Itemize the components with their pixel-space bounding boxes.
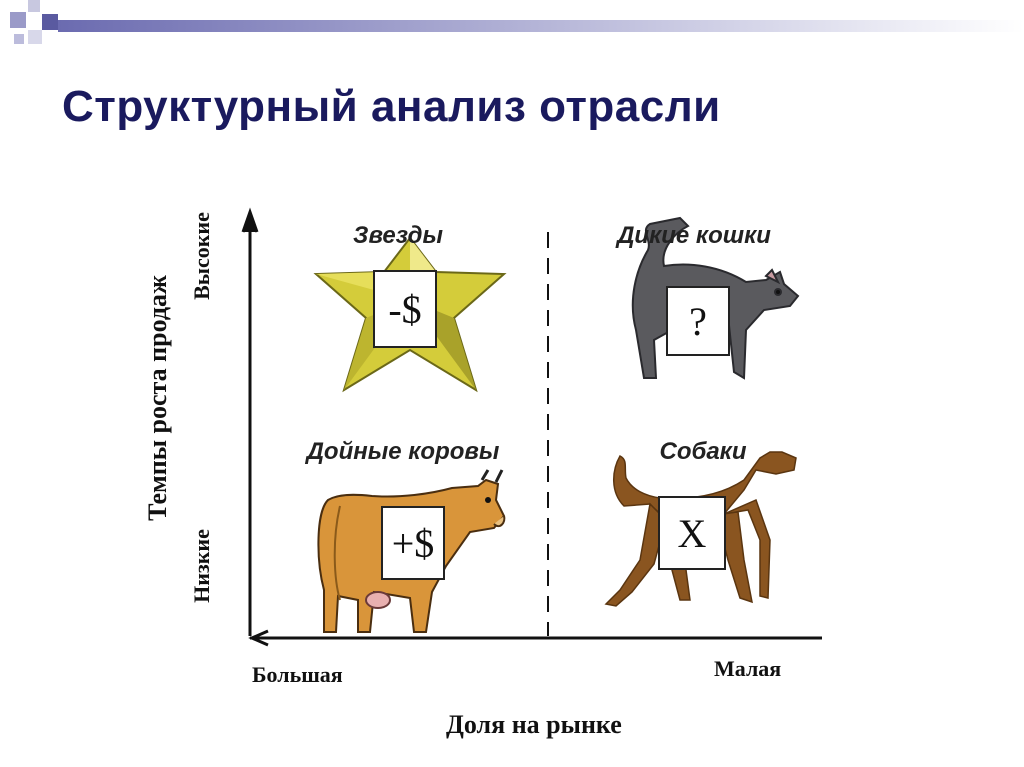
x-axis-large-label: Большая	[252, 662, 343, 687]
y-axis-high-label: Высокие	[189, 212, 214, 300]
stars-symbol-box: -$	[373, 270, 437, 348]
y-axis-title: Темпы роста продаж	[143, 275, 172, 521]
x-axis-small-label: Малая	[714, 656, 782, 681]
quadrant-label-wildcats: Дикие кошки	[617, 222, 771, 249]
axes	[241, 207, 822, 647]
y-axis-low-label: Низкие	[189, 529, 214, 603]
quadrant-label-stars: Звезды	[353, 222, 443, 249]
quadrant-label-dogs: Собаки	[659, 438, 747, 465]
cows-symbol-box: +$	[381, 506, 445, 580]
dogs-symbol-box: X	[658, 496, 726, 570]
quadrant-label-cows: Дойные коровы	[306, 438, 500, 465]
slide-title: Структурный анализ отрасли	[62, 82, 721, 131]
x-axis-title: Доля на рынке	[446, 710, 622, 739]
wildcats-symbol-box: ?	[666, 286, 730, 356]
header-decoration	[10, 0, 1024, 44]
